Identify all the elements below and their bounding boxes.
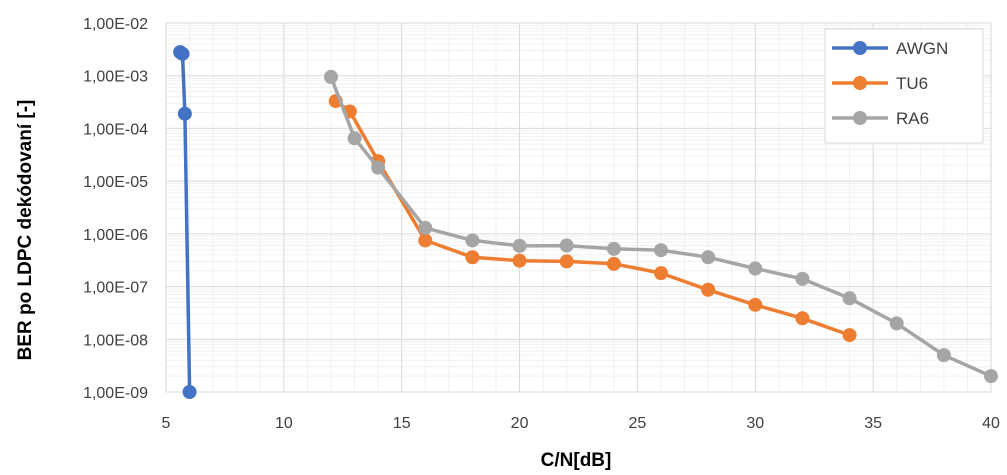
legend-item-tu6: TU6 <box>832 74 928 93</box>
x-tick-labels: 5 10 15 20 25 30 35 40 <box>162 415 1000 432</box>
data-point-tu6 <box>418 233 433 248</box>
legend-label-awgn: AWGN <box>896 39 948 58</box>
x-tick-label: 40 <box>982 415 1000 432</box>
series-layer <box>173 45 998 399</box>
x-tick-label: 30 <box>746 415 764 432</box>
data-point-awgn <box>177 106 192 121</box>
data-point-ra6 <box>371 160 386 175</box>
y-tick-label: 1,00E-09 <box>83 385 148 402</box>
y-tick-labels: 1,00E-02 1,00E-03 1,00E-04 1,00E-05 1,00E-06… <box>83 16 148 402</box>
data-point-tu6 <box>748 297 763 312</box>
data-point-awgn <box>182 385 197 399</box>
legend-label-ra6: RA6 <box>896 109 929 128</box>
legend-label-tu6: TU6 <box>896 74 928 93</box>
data-point-ra6 <box>748 261 763 276</box>
data-point-tu6 <box>606 256 621 271</box>
data-point-ra6 <box>418 220 433 235</box>
data-point-tu6 <box>512 253 527 268</box>
series-line-ra6 <box>329 76 992 378</box>
legend: AWGN TU6 RA6 <box>824 28 984 144</box>
data-point-ra6 <box>936 348 951 363</box>
data-point-tu6 <box>842 328 857 343</box>
legend-swatch-marker <box>853 76 867 90</box>
x-tick-label: 5 <box>162 415 171 432</box>
y-tick-label: 1,00E-03 <box>83 69 148 86</box>
data-point-tu6 <box>795 311 810 326</box>
data-point-ra6 <box>465 233 480 248</box>
x-tick-label: 25 <box>629 415 647 432</box>
legend-item-ra6: RA6 <box>832 109 929 128</box>
data-point-ra6 <box>701 250 716 265</box>
data-point-ra6 <box>654 243 668 258</box>
x-tick-label: 10 <box>275 415 293 432</box>
data-point-ra6 <box>606 241 621 256</box>
legend-item-awgn: AWGN <box>832 39 948 58</box>
data-point-ra6 <box>559 238 574 253</box>
data-point-tu6 <box>654 266 668 281</box>
data-point-tu6 <box>701 282 716 297</box>
y-tick-label: 1,00E-05 <box>83 174 148 191</box>
legend-swatch-marker <box>853 111 867 125</box>
y-tick-label: 1,00E-08 <box>83 332 148 349</box>
data-point-ra6 <box>984 369 998 384</box>
data-point-ra6 <box>889 316 904 331</box>
series-ra6 <box>324 69 998 384</box>
y-axis-title: BER po LDPC dekódovaní [-] <box>15 100 36 361</box>
y-tick-label: 1,00E-04 <box>83 121 148 138</box>
x-tick-label: 20 <box>511 415 529 432</box>
data-point-tu6 <box>465 250 480 265</box>
x-tick-label: 15 <box>393 415 411 432</box>
y-tick-label: 1,00E-07 <box>83 280 148 297</box>
x-tick-label: 35 <box>864 415 882 432</box>
data-point-ra6 <box>795 271 810 286</box>
series-awgn <box>173 45 197 399</box>
legend-swatch-marker <box>853 41 867 55</box>
data-point-ra6 <box>842 291 857 306</box>
data-point-ra6 <box>512 238 527 253</box>
y-tick-label: 1,00E-02 <box>83 16 148 33</box>
data-point-ra6 <box>324 69 338 84</box>
y-tick-label: 1,00E-06 <box>83 227 148 244</box>
x-axis-title: C/N[dB] <box>541 450 612 471</box>
data-point-ra6 <box>347 131 362 146</box>
data-point-tu6 <box>559 254 574 269</box>
data-point-awgn <box>175 46 190 61</box>
